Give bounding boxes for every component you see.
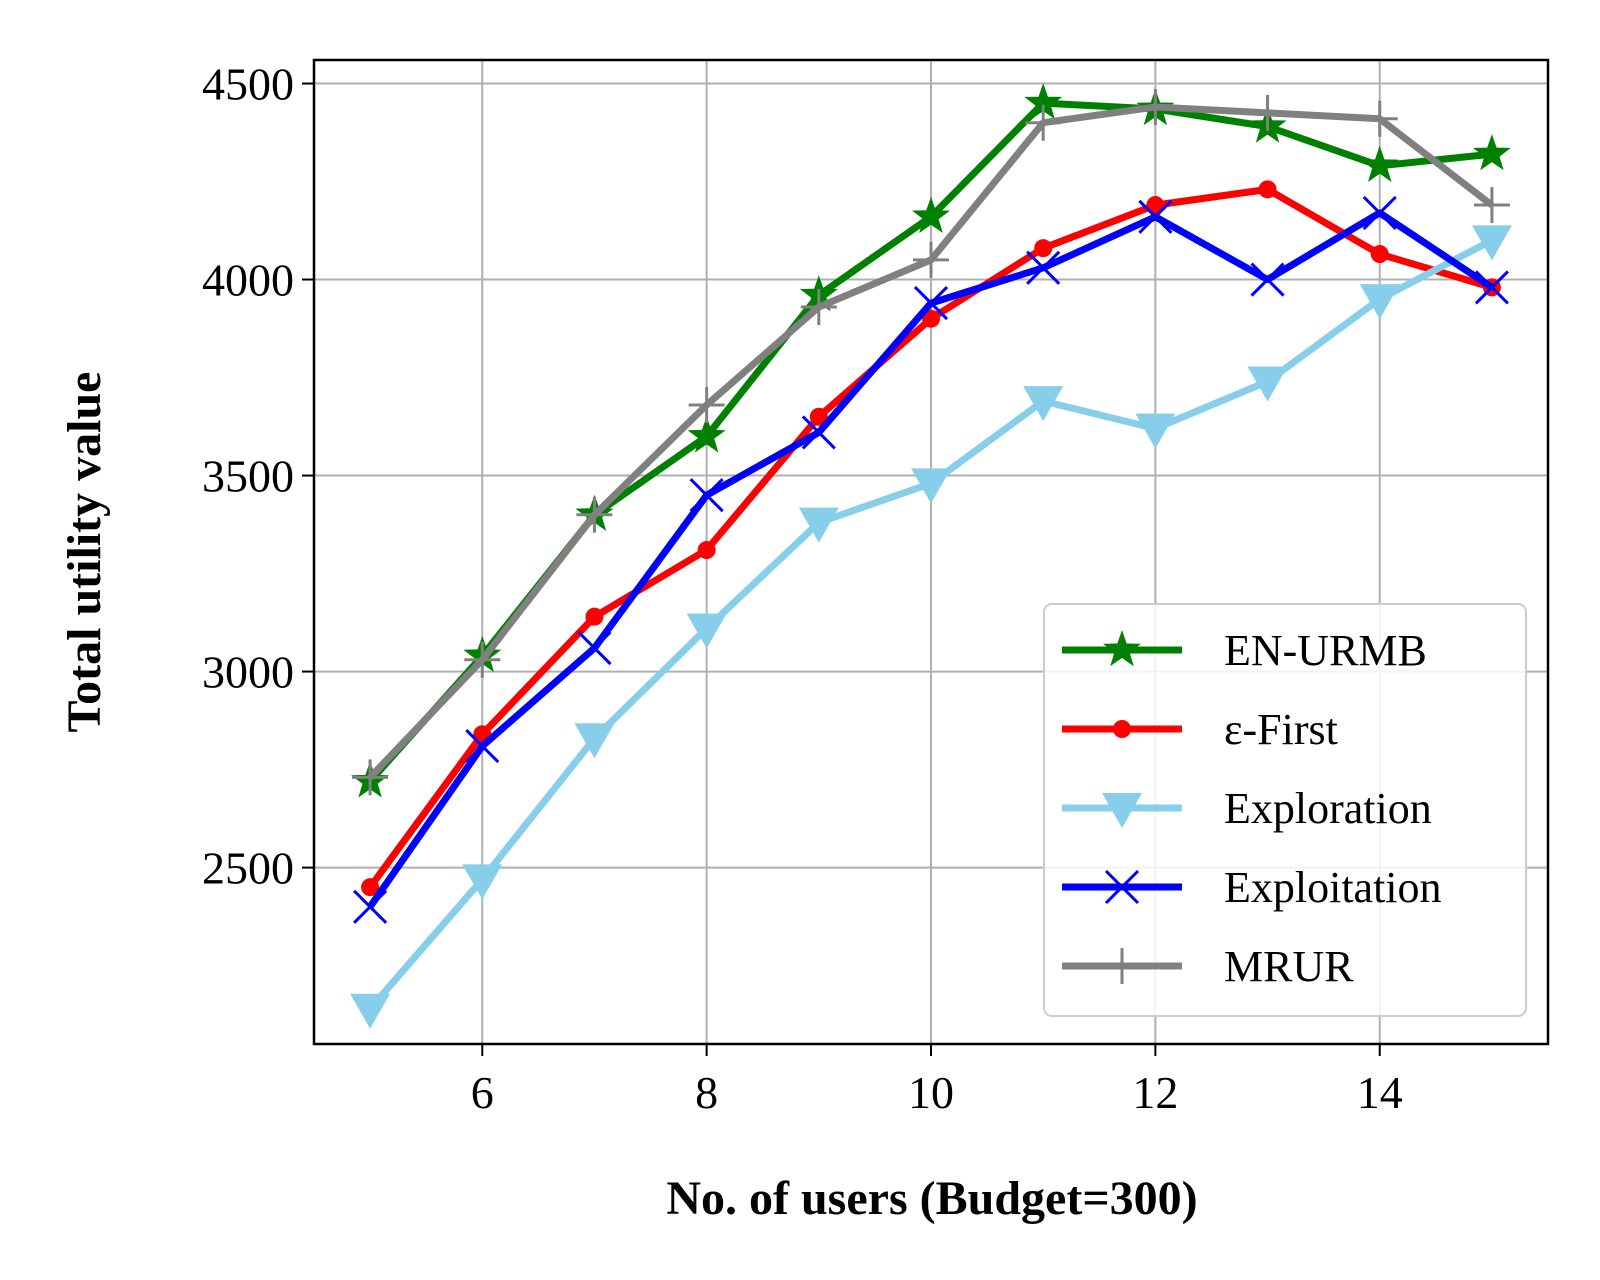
data-point [913, 241, 949, 278]
x-tick-label: 12 [1132, 1067, 1178, 1118]
data-point [1138, 199, 1173, 234]
x-tick-label: 10 [908, 1067, 954, 1118]
data-point [1472, 134, 1511, 171]
legend-entry: Exploitation [1062, 863, 1442, 912]
legend-marker [1102, 793, 1142, 828]
x-axis-label: No. of users (Budget=300) [666, 1172, 1197, 1225]
data-point [1474, 270, 1509, 305]
data-point [688, 386, 725, 423]
legend-entry: ε-First [1062, 705, 1338, 754]
data-point [350, 993, 391, 1029]
y-axis-label: Total utility value [58, 372, 111, 733]
data-point [576, 496, 613, 533]
y-tick-label: 2500 [202, 843, 294, 894]
data-point [1473, 187, 1510, 224]
legend-box [1043, 603, 1527, 1017]
series-4 [353, 195, 1509, 924]
series-2 [361, 180, 1501, 897]
legend-entry: EN-URMB [1062, 626, 1427, 675]
x-axis-ticks: 6 8 10 12 14 [471, 1044, 1403, 1118]
series-5 [352, 89, 1510, 796]
data-point [1025, 104, 1062, 141]
y-tick-label: 3000 [202, 647, 294, 698]
legend-marker [1104, 948, 1140, 984]
data-point [911, 468, 951, 504]
data-point [912, 196, 950, 233]
data-point [1370, 245, 1389, 264]
legend-label: MRUR [1224, 942, 1354, 991]
series-3 [350, 225, 1512, 1029]
data-point [809, 407, 828, 426]
data-point [798, 507, 839, 543]
legend-marker [1104, 869, 1140, 905]
data-point [686, 613, 727, 649]
legend-label: EN-URMB [1224, 626, 1427, 675]
legend-label: Exploitation [1224, 863, 1442, 912]
y-tick-label: 3500 [202, 451, 294, 502]
legend-label: ε-First [1224, 705, 1338, 754]
legend: EN-URMB ε-First Exploration Exploitation MRU… [1043, 603, 1527, 1017]
data-point [574, 723, 615, 759]
data-point [1023, 386, 1064, 422]
x-tick-label: 6 [471, 1067, 494, 1118]
legend-entry: Exploration [1062, 784, 1432, 833]
data-point [462, 864, 503, 900]
data-point [1024, 83, 1063, 120]
data-point [577, 630, 612, 666]
data-point [1471, 225, 1512, 261]
y-tick-label: 4500 [202, 59, 294, 110]
data-point [801, 415, 836, 450]
legend-label: Exploration [1224, 784, 1432, 833]
data-point [1361, 100, 1398, 137]
data-point [1359, 284, 1400, 320]
data-point [1247, 366, 1288, 402]
data-point [585, 607, 604, 626]
data-point [1249, 94, 1286, 131]
data-point [1137, 89, 1174, 126]
data-point [361, 878, 380, 897]
data-point [687, 416, 726, 453]
data-point [353, 889, 388, 924]
data-point [913, 285, 949, 321]
data-point [1026, 250, 1061, 285]
legend-entry: MRUR [1062, 942, 1354, 991]
data-point [1258, 180, 1277, 199]
legend-marker [1103, 630, 1141, 667]
data-point [1034, 239, 1053, 258]
data-point [1146, 196, 1165, 215]
data-point [1135, 413, 1176, 449]
data-point [689, 478, 724, 513]
y-axis-ticks: 2500 3000 3500 4000 4500 [202, 59, 314, 894]
series-layer [350, 83, 1512, 1029]
data-point [465, 728, 500, 764]
data-point [1362, 195, 1397, 230]
legend-marker [1113, 720, 1131, 738]
x-tick-label: 14 [1357, 1067, 1403, 1118]
y-tick-label: 4000 [202, 255, 294, 306]
data-point [464, 641, 501, 678]
x-tick-label: 8 [695, 1067, 718, 1118]
data-point [922, 309, 940, 328]
data-point [800, 288, 837, 325]
data-point [352, 759, 389, 796]
data-point [697, 541, 716, 560]
data-point [1250, 262, 1285, 297]
data-point [1360, 145, 1399, 182]
